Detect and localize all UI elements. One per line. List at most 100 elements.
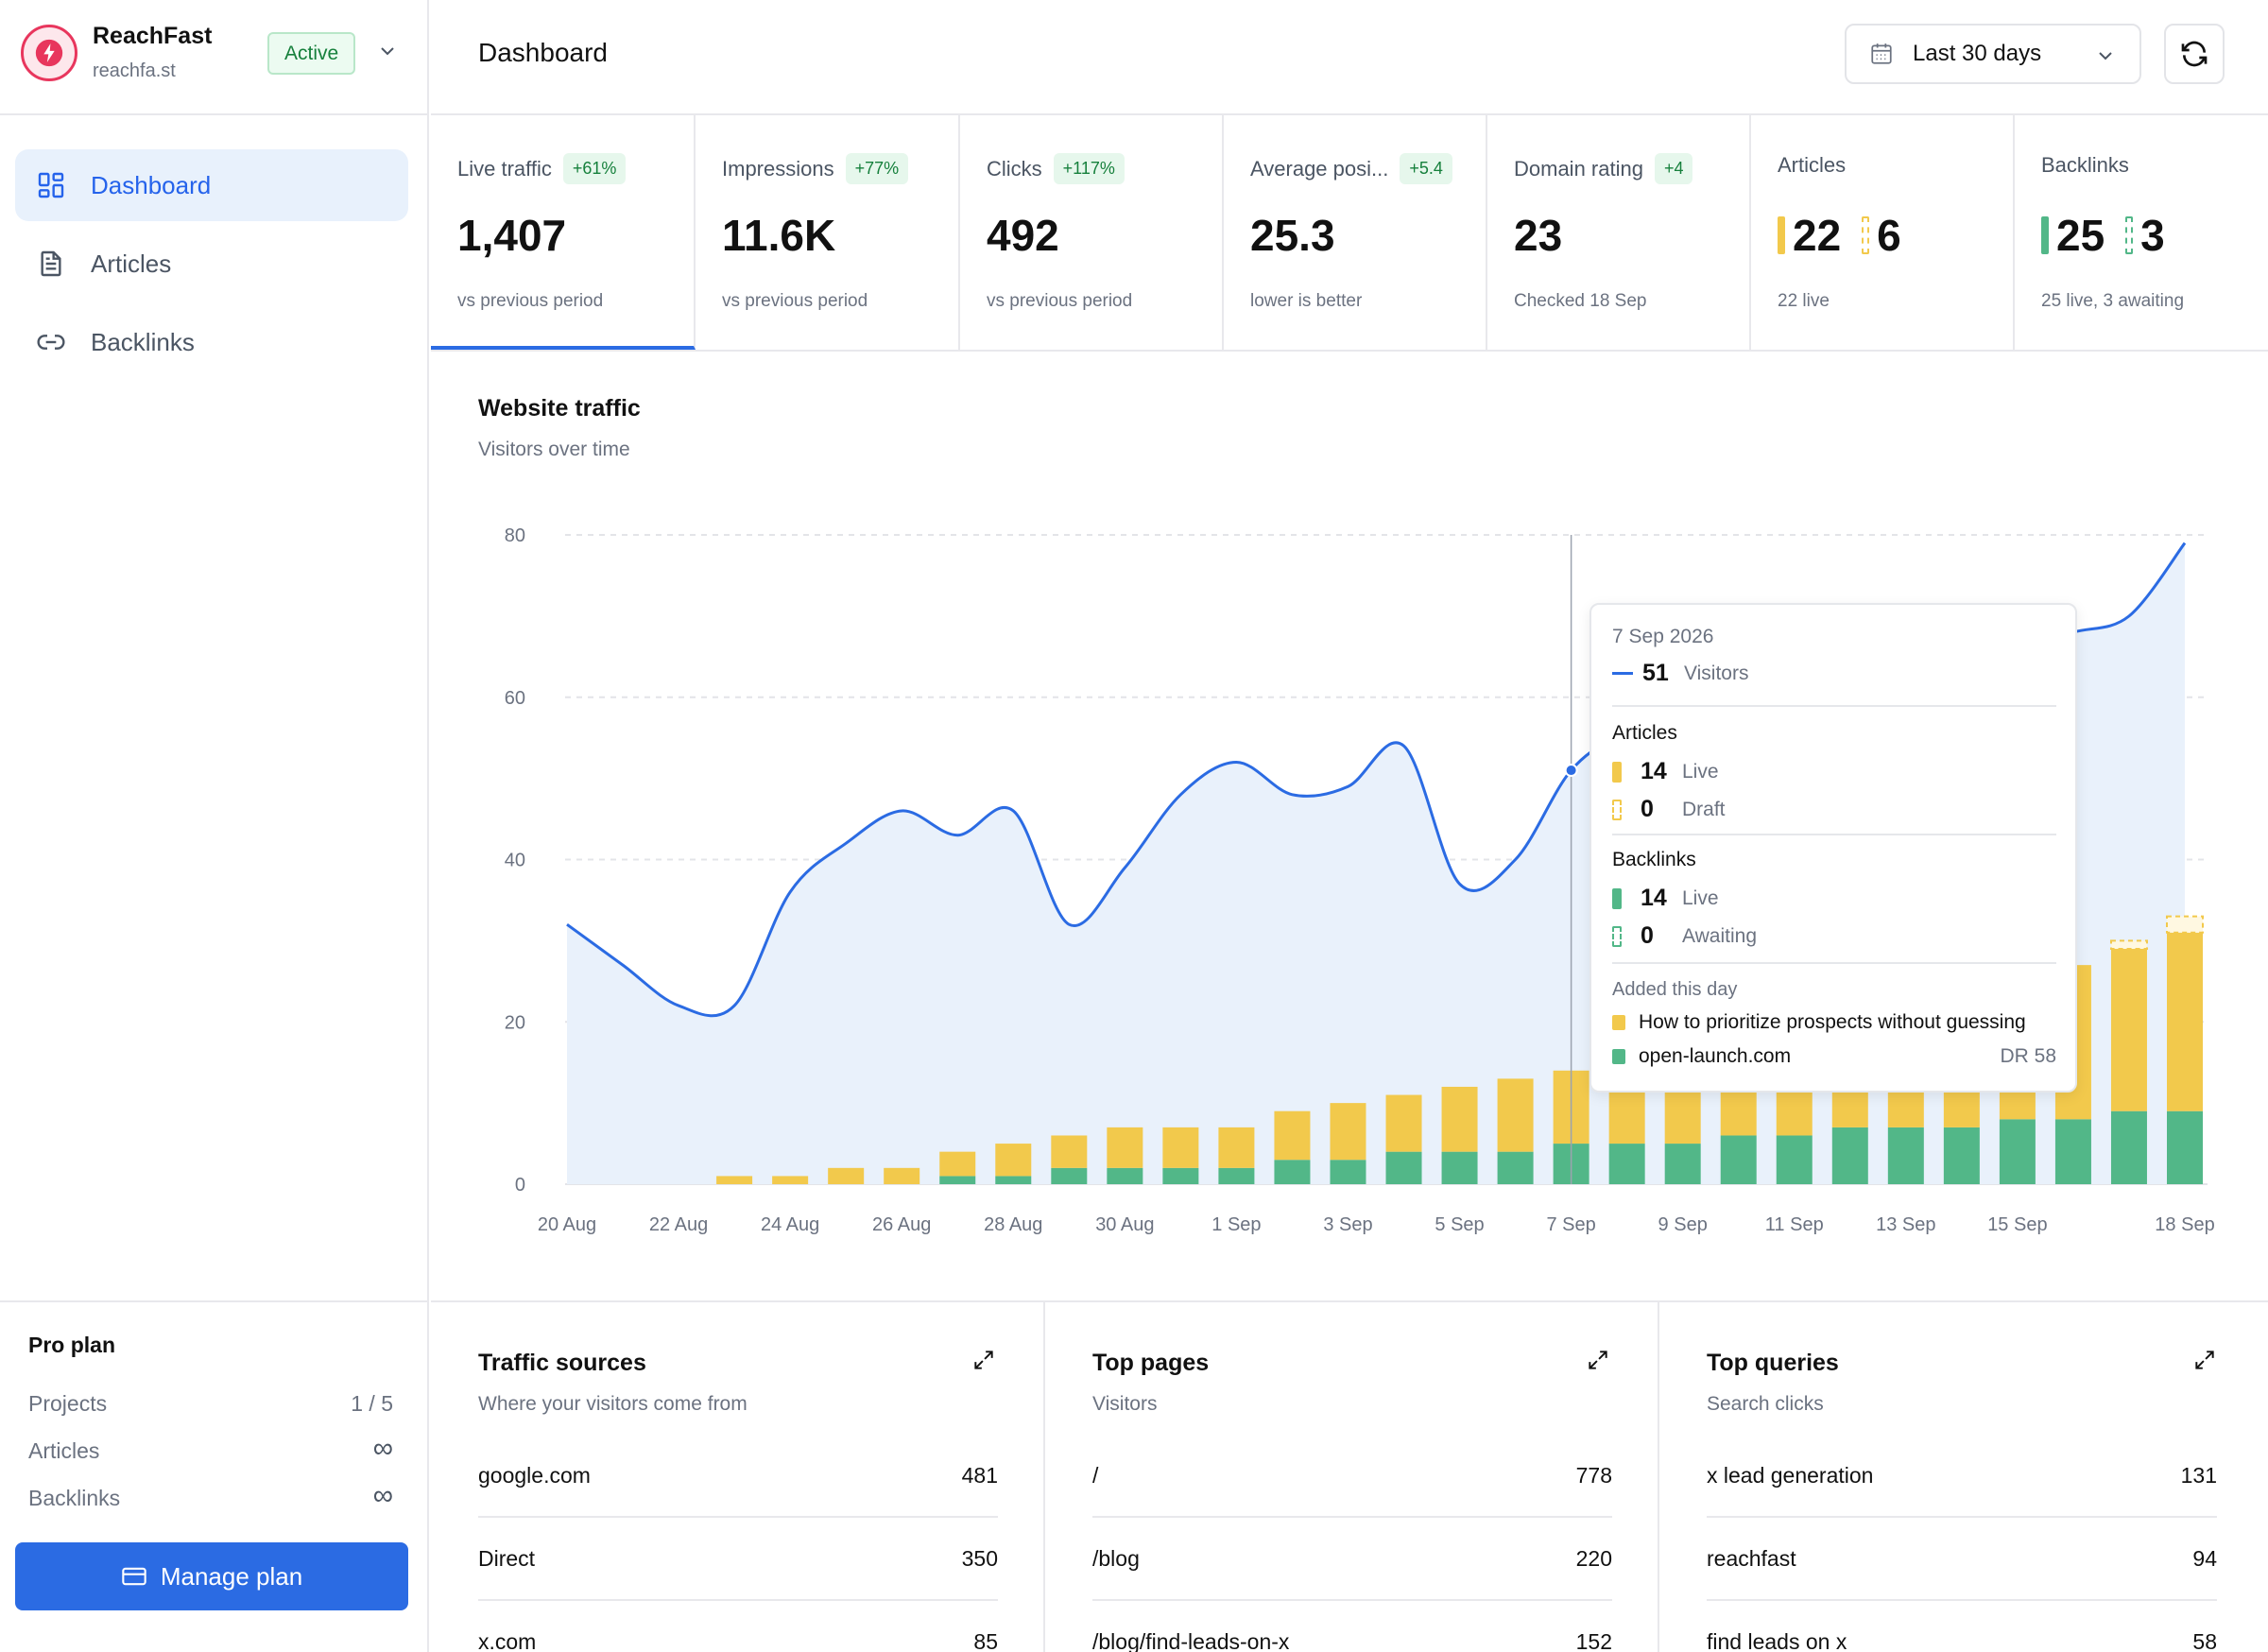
plan-row-label: Articles xyxy=(28,1438,100,1463)
list-item[interactable]: Direct 350 xyxy=(478,1518,998,1601)
kpi-delta: +117% xyxy=(1053,153,1125,184)
list-item-label: reachfast xyxy=(1707,1545,1796,1571)
list-item-label: /blog/find-leads-on-x xyxy=(1092,1628,1290,1652)
expand-icon[interactable] xyxy=(1586,1348,1610,1372)
tooltip-articles-draft-label: Draft xyxy=(1682,798,1726,820)
kpi-sub: vs previous period xyxy=(457,291,604,311)
x-tick-label: 24 Aug xyxy=(761,1214,819,1235)
refresh-button[interactable] xyxy=(2164,24,2225,84)
backlinks-live-bar xyxy=(1943,1127,1980,1184)
kpi-row: Live traffic +61% 1,407 vs previous perio… xyxy=(431,115,2268,352)
kpi-backlinks[interactable]: Backlinks 25 3 25 live, 3 awaiting xyxy=(2015,115,2268,350)
list-item-label: / xyxy=(1092,1462,1099,1488)
articles-live-bar xyxy=(1441,1086,1478,1152)
backlinks-live-bar xyxy=(1831,1127,1868,1184)
kpi-domain-rating[interactable]: Domain rating +4 23 Checked 18 Sep xyxy=(1487,115,1751,350)
list-item-value: 58 xyxy=(2192,1628,2217,1652)
kpi-label-text: Impressions xyxy=(722,156,834,181)
articles-live-bar xyxy=(1274,1110,1311,1161)
articles-draft-bar xyxy=(2166,915,2204,934)
card-subtitle: Visitors xyxy=(1092,1393,1158,1415)
kpi-value: 25.3 xyxy=(1250,211,1335,260)
expand-icon[interactable] xyxy=(2192,1348,2217,1372)
kpi-label-text: Articles xyxy=(1778,153,1847,177)
articles-draft-swatch xyxy=(1612,799,1622,820)
date-range-select[interactable]: Last 30 days xyxy=(1845,24,2141,84)
list-item[interactable]: x lead generation 131 xyxy=(1707,1435,2217,1518)
kpi-value-pending: 6 xyxy=(1877,211,1901,260)
sidebar-item-dashboard[interactable]: Dashboard xyxy=(15,149,408,221)
top-header: Dashboard Last 30 days xyxy=(431,0,2268,115)
kpi-average-position[interactable]: Average posi... +5.4 25.3 lower is better xyxy=(1224,115,1487,350)
list-item-value: 131 xyxy=(2180,1462,2217,1488)
kpi-value: 492 xyxy=(987,211,1059,260)
kpi-clicks[interactable]: Clicks +117% 492 vs previous period xyxy=(960,115,1224,350)
backlinks-live-bar xyxy=(1441,1151,1478,1184)
backlinks-live-bar xyxy=(939,1176,976,1184)
sidebar-item-articles[interactable]: Articles xyxy=(15,228,408,300)
kpi-label-text: Domain rating xyxy=(1514,156,1643,181)
expand-icon[interactable] xyxy=(971,1348,996,1372)
list-item[interactable]: /blog 220 xyxy=(1092,1518,1612,1601)
sidebar-item-backlinks[interactable]: Backlinks xyxy=(15,306,408,378)
articles-live-bar xyxy=(884,1167,920,1184)
divider xyxy=(1612,705,2056,707)
tooltip-backlinks-live-row: 14 Live xyxy=(1612,885,1719,912)
visitors-line-swatch xyxy=(1612,672,1633,675)
y-tick-label: 60 xyxy=(505,688,525,709)
list-item[interactable]: x.com 85 xyxy=(478,1601,998,1652)
tooltip-visitors-row: 51 Visitors xyxy=(1612,660,1748,687)
kpi-value: 25 3 xyxy=(2041,210,2165,261)
articles-live-bar xyxy=(2167,932,2203,1111)
hover-point xyxy=(1564,764,1578,778)
list-item[interactable]: find leads on x 58 xyxy=(1707,1601,2217,1652)
list-item-label: google.com xyxy=(478,1462,591,1488)
card-title: Top queries xyxy=(1707,1350,1839,1376)
link-icon xyxy=(37,335,65,350)
list-item[interactable]: reachfast 94 xyxy=(1707,1518,2217,1601)
tooltip-articles-draft-row: 0 Draft xyxy=(1612,796,1726,823)
list-item-label: x lead generation xyxy=(1707,1462,1874,1488)
articles-draft-swatch xyxy=(1862,216,1870,254)
manage-plan-button[interactable]: Manage plan xyxy=(15,1542,408,1610)
card-title: Top pages xyxy=(1092,1350,1210,1376)
chevron-down-icon[interactable] xyxy=(376,40,399,62)
top-pages-card: Top pages Visitors / 778 /blog 220 /blog/f… xyxy=(1045,1302,1659,1652)
added-backlink-dr: DR 58 xyxy=(2000,1045,2056,1067)
kpi-articles[interactable]: Articles 22 6 22 live xyxy=(1751,115,2015,350)
kpi-sub: vs previous period xyxy=(987,291,1133,311)
x-tick-label: 7 Sep xyxy=(1546,1214,1595,1235)
divider xyxy=(1612,962,2056,964)
list-item-label: /blog xyxy=(1092,1545,1140,1571)
y-tick-label: 20 xyxy=(505,1012,525,1033)
project-switcher[interactable]: ReachFast reachfa.st Active xyxy=(0,0,427,115)
kpi-sub: lower is better xyxy=(1250,291,1363,311)
plan-row-value: 1 / 5 xyxy=(351,1391,393,1416)
x-tick-label: 15 Sep xyxy=(1987,1214,2047,1235)
backlinks-live-bar xyxy=(2167,1110,2203,1184)
tooltip-articles-live-value: 14 xyxy=(1641,758,1667,784)
tooltip-backlinks-live-label: Live xyxy=(1682,886,1719,909)
kpi-label: Impressions +77% xyxy=(722,153,909,184)
plan-row-backlinks: Backlinks ∞ xyxy=(28,1482,393,1511)
kpi-delta: +61% xyxy=(562,153,627,184)
backlinks-live-bar xyxy=(1107,1167,1143,1184)
plan-row-value: ∞ xyxy=(372,1433,393,1464)
list-item[interactable]: google.com 481 xyxy=(478,1435,998,1518)
list-item[interactable]: / 778 xyxy=(1092,1435,1612,1518)
x-tick-label: 28 Aug xyxy=(984,1214,1042,1235)
articles-live-bar xyxy=(1330,1103,1366,1161)
sidebar-item-label: Dashboard xyxy=(91,170,212,199)
x-tick-label: 11 Sep xyxy=(1765,1214,1824,1235)
backlink-swatch xyxy=(1612,1049,1625,1064)
list-item[interactable]: /blog/find-leads-on-x 152 xyxy=(1092,1601,1612,1652)
kpi-impressions[interactable]: Impressions +77% 11.6K vs previous period xyxy=(696,115,960,350)
backlinks-live-bar xyxy=(1776,1135,1813,1184)
tooltip-articles-live-row: 14 Live xyxy=(1612,758,1719,785)
kpi-value: 23 xyxy=(1514,211,1563,260)
kpi-live-traffic[interactable]: Live traffic +61% 1,407 vs previous perio… xyxy=(431,115,696,350)
page-title: Dashboard xyxy=(478,38,608,67)
backlinks-awaiting-swatch xyxy=(1612,925,1622,947)
articles-live-bar xyxy=(1107,1127,1143,1168)
